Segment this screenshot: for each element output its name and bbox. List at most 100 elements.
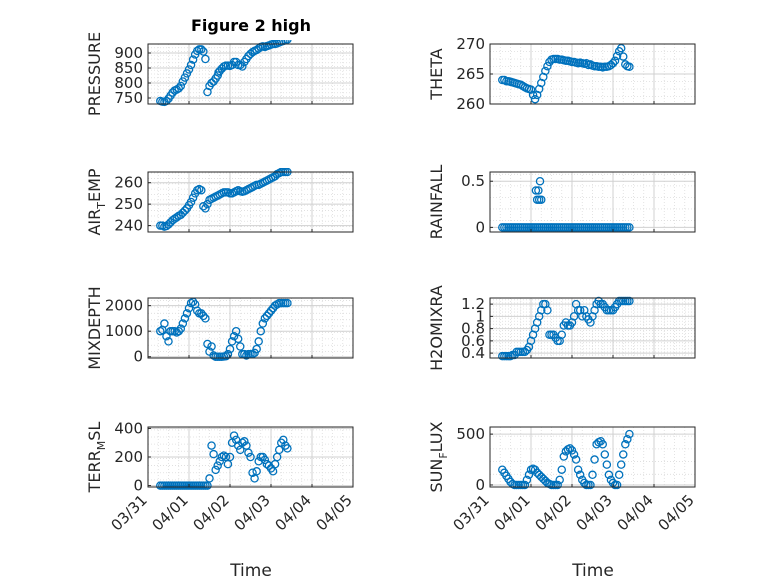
axes-box [489,297,696,359]
data-point [541,66,550,76]
data-point [557,465,567,474]
data-point [537,195,546,204]
subplot-theta: 260 265 270 THETA [427,35,696,113]
x-tick-label: 04/02 [532,491,575,534]
y-tick-label: 240 [114,217,143,235]
data-point [225,452,235,462]
y-tick-label: 260 [114,174,143,192]
data-point [184,65,194,74]
data-point [555,475,564,485]
data-point [213,461,222,470]
data-point [283,444,292,453]
data-point [252,344,261,354]
data-point [600,450,610,459]
series-markers [498,176,634,232]
y-tick-label: 0 [475,218,485,236]
y-axis-label: THETA [427,48,446,100]
data-point [625,296,634,306]
data-point [188,193,198,202]
y-tick-label: 1.2 [461,295,485,313]
data-point [231,326,241,336]
y-tick-label: 900 [114,44,143,62]
data-point [586,480,595,490]
y-tick-label: 0 [475,476,485,494]
data-point [625,429,634,439]
data-point [180,206,190,215]
y-tick-label: 0.6 [461,332,485,350]
data-point [209,351,218,360]
data-point [199,311,208,321]
subplot-h2omixra: 0.40.60.811.2 H2OMIXRA [427,285,696,371]
data-point [176,81,186,91]
y-axis-label: MIXDEPTH [85,286,104,369]
data-point [522,475,532,485]
y-tick-label: 0 [133,348,143,366]
data-point [565,444,575,453]
data-point [262,311,272,321]
data-point [203,199,212,209]
data-point [604,470,614,480]
data-point [573,465,583,474]
x-tick-label: 04/05 [655,491,698,534]
data-point [156,326,165,336]
data-point [205,474,214,483]
data-point [520,347,530,357]
axes-box [489,426,696,488]
data-point [252,467,261,476]
data-point [569,450,579,459]
y-tick-label: 400 [114,419,143,437]
data-point [225,344,235,354]
data-point [201,314,210,323]
data-point [571,455,581,464]
data-point [174,84,183,93]
series-markers [498,296,634,361]
data-point [535,176,545,186]
x-tick-label: 04/04 [272,491,315,534]
data-point [272,300,282,309]
x-tick-label: 03/31 [450,491,493,534]
x-tick-label: 04/05 [313,491,356,534]
series-markers [156,431,292,490]
data-point [608,58,618,68]
data-point [520,480,530,490]
y-tick-label: 500 [456,425,485,443]
data-point [199,202,208,211]
series-markers [156,168,292,231]
y-axis-label: SUNFLUX [427,421,450,492]
data-point [283,298,292,308]
data-point [616,460,626,469]
data-point [238,62,247,71]
y-axis-label: AIRTEMP [85,168,108,235]
data-point [192,46,202,56]
y-tick-label: 265 [456,65,485,83]
data-point [233,334,243,344]
data-point [209,449,218,459]
data-point [531,186,541,195]
data-point [186,60,196,70]
y-tick-label: 0.8 [461,320,485,338]
data-point [598,440,608,449]
data-point [621,60,630,69]
data-point [240,437,249,446]
data-point [279,435,288,445]
data-point [186,197,196,207]
data-point [279,40,288,46]
data-point [614,470,624,480]
axes-box [147,171,354,233]
data-point [254,44,263,53]
series-markers [498,43,634,104]
y-tick-label: 250 [114,195,143,213]
data-point [610,56,620,66]
axes-box [489,171,696,233]
x-tick-label: 04/02 [190,491,233,534]
x-tick-label: 04/01 [149,491,192,534]
data-point [217,452,227,462]
y-tick-label: 0.5 [461,172,485,190]
y-tick-label: 2000 [105,297,143,315]
data-point [207,441,216,450]
axes-box [147,43,354,105]
data-point [178,319,188,328]
